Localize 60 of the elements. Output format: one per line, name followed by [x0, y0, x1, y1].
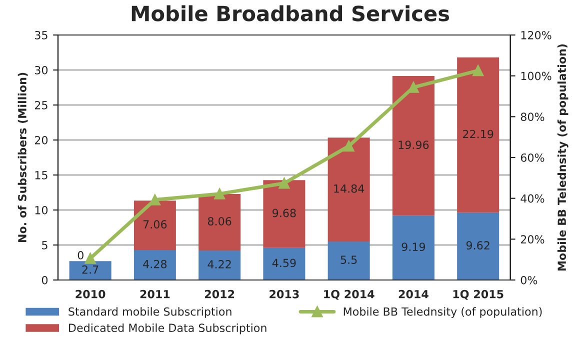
point — [343, 140, 354, 152]
point — [278, 178, 290, 189]
point — [472, 64, 484, 76]
data-label: 9.68 — [272, 208, 296, 218]
bar — [134, 250, 176, 280]
y2-tick-label: 60% — [520, 153, 544, 162]
bar — [457, 57, 500, 213]
x-tick-label: 2012 — [204, 290, 234, 298]
x-tick-label: 2010 — [76, 290, 106, 298]
y-axis-title: No. of Subscribers (Million) — [18, 72, 28, 242]
y2-tick-label: 20% — [520, 235, 544, 244]
data-label: 0 — [78, 251, 84, 260]
legend-label: Dedicated Mobile Data Subscription — [69, 323, 266, 334]
bar — [328, 138, 370, 242]
data-label: 4.22 — [208, 260, 231, 268]
legend-label: Standard mobile Subscription — [68, 307, 232, 318]
x-tick-label: 2014 — [398, 290, 428, 298]
bar — [263, 180, 306, 248]
point — [214, 188, 226, 200]
y-tick-label: 0 — [42, 276, 48, 284]
bar — [328, 242, 370, 280]
legend-label: Mobile BB Telednsity (of population) — [344, 307, 542, 318]
bar — [198, 194, 241, 250]
y-tick-label: 15 — [35, 171, 48, 180]
y2-tick-label: 100% — [521, 72, 552, 80]
y2-tick-label: 40% — [520, 194, 544, 203]
bar — [457, 212, 500, 280]
data-label: 9.19 — [402, 242, 426, 252]
data-label: 19.96 — [398, 140, 429, 150]
bar — [69, 261, 112, 280]
data-label: 5.5 — [340, 256, 357, 264]
x-tick-label: 2011 — [140, 290, 170, 298]
y2-axis-title: Mobile BB Telednsity (of population) — [557, 44, 568, 271]
bar — [263, 248, 306, 280]
point — [84, 252, 96, 264]
data-label: 4.59 — [272, 258, 296, 268]
data-label: 2.7 — [82, 265, 98, 274]
y-tick-label: 35 — [34, 30, 48, 40]
x-tick-label: 2013 — [270, 290, 299, 298]
x-tick-label: 1Q 2015 — [453, 290, 504, 300]
y-tick-label: 20 — [34, 136, 48, 144]
y-tick-label: 30 — [34, 66, 48, 74]
y2-tick-label: 0% — [520, 276, 538, 284]
bar — [198, 250, 241, 280]
bar — [134, 200, 176, 250]
data-label: 22.19 — [462, 130, 494, 138]
data-label: 8.06 — [208, 217, 232, 226]
y-tick-label: 5 — [42, 241, 48, 250]
x-tick-label: 1Q 2014 — [324, 290, 374, 300]
bar — [392, 216, 434, 280]
data-label: 4.28 — [143, 260, 167, 268]
data-label: 14.84 — [334, 184, 364, 193]
y-tick-label: 25 — [34, 100, 48, 110]
y2-tick-label: 120% — [521, 30, 552, 40]
y-tick-label: 10 — [35, 206, 48, 214]
data-label: 7.06 — [143, 220, 167, 229]
chart-title: Mobile Broadband Services — [132, 5, 450, 22]
y2-tick-label: 80% — [520, 112, 544, 122]
bar — [392, 76, 434, 216]
data-label: 9.62 — [466, 241, 490, 250]
